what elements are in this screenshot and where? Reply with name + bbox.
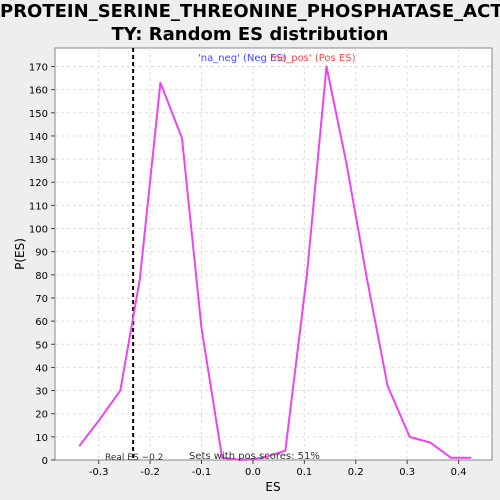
y-tick-label: 120 bbox=[29, 178, 48, 189]
y-tick-label: 50 bbox=[35, 340, 48, 351]
y-tick-label: 20 bbox=[35, 410, 48, 421]
y-axis-ticks: 0 10 20 30 40 50 60 70 80 90 100 110 120 130 140 150 160… bbox=[29, 63, 55, 467]
grid bbox=[55, 48, 492, 460]
x-tick-label: 0.0 bbox=[245, 467, 261, 478]
pos-scores-label: Sets with pos scores: 51% bbox=[189, 451, 320, 462]
x-tick-label: -0.2 bbox=[140, 467, 160, 478]
y-tick-label: 150 bbox=[29, 109, 48, 120]
y-tick-label: 100 bbox=[29, 225, 48, 236]
y-axis-label: P(ES) bbox=[13, 238, 27, 270]
y-tick-label: 170 bbox=[29, 63, 48, 74]
y-tick-label: 60 bbox=[35, 317, 48, 328]
chart-title-line1: PROTEIN_SERINE_THREONINE_PHOSPHATASE_ACT… bbox=[0, 1, 500, 22]
chart-title: PROTEIN_SERINE_THREONINE_PHOSPHATASE_ACT… bbox=[0, 0, 500, 46]
y-tick-label: 140 bbox=[29, 132, 48, 143]
x-tick-label: -0.3 bbox=[89, 467, 109, 478]
series-group bbox=[78, 65, 472, 461]
x-axis-ticks: -0.3 -0.2 -0.1 0.0 0.1 0.2 0.3 0.4 bbox=[89, 460, 467, 478]
x-tick-label: 0.2 bbox=[348, 467, 364, 478]
y-tick-label: 110 bbox=[29, 201, 48, 212]
chart-title-line2: TY: Random ES distribution bbox=[111, 24, 389, 45]
plot-area bbox=[54, 47, 493, 461]
x-tick-label: 0.1 bbox=[296, 467, 312, 478]
x-tick-label: 0.4 bbox=[451, 467, 467, 478]
y-tick-label: 160 bbox=[29, 86, 48, 97]
y-tick-label: 40 bbox=[35, 363, 48, 374]
series-line-0 bbox=[78, 81, 243, 461]
y-tick-label: 30 bbox=[35, 387, 48, 398]
y-tick-label: 130 bbox=[29, 155, 48, 166]
x-tick-label: -0.1 bbox=[192, 467, 212, 478]
real-es-label: Real ES −0.2 bbox=[105, 453, 163, 463]
x-axis-label: ES bbox=[265, 480, 280, 494]
y-tick-label: 80 bbox=[35, 271, 48, 282]
series-line-1 bbox=[242, 65, 472, 461]
x-tick-label: 0.3 bbox=[399, 467, 415, 478]
y-tick-label: 70 bbox=[35, 294, 48, 305]
legend-pos: 'na_pos' (Pos ES) bbox=[271, 53, 356, 64]
legend-neg: 'na_neg' (Neg ES) bbox=[198, 53, 287, 64]
y-tick-label: 10 bbox=[35, 433, 48, 444]
y-tick-label: 0 bbox=[42, 456, 48, 467]
y-tick-label: 90 bbox=[35, 248, 48, 259]
